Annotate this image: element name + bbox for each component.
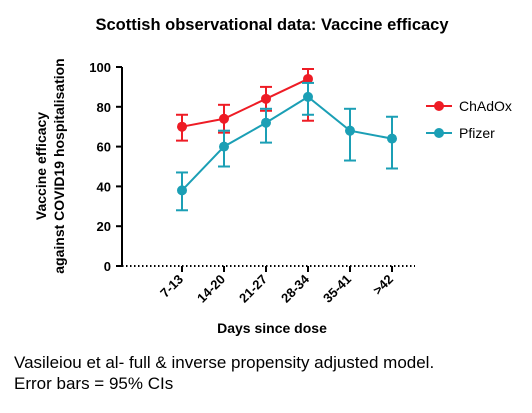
x-tick-label: 28-34 (278, 271, 313, 306)
y-tick-label: 100 (89, 60, 111, 75)
data-point (261, 117, 271, 128)
legend: ChAdOx Pfizer (426, 98, 512, 141)
x-tick-label: 35-41 (320, 272, 354, 306)
x-axis-label: Days since dose (217, 320, 327, 336)
data-point (219, 141, 229, 152)
y-tick-label: 0 (104, 259, 111, 274)
series-line (181, 78, 309, 128)
data-point (303, 73, 313, 84)
legend-label: Pfizer (459, 125, 495, 141)
data-point (177, 121, 187, 132)
y-axis-label: Vaccine efficacy against COVID19 hospital… (33, 58, 67, 274)
y-tick-label: 60 (97, 140, 111, 155)
series-chadox (176, 67, 314, 142)
y-tick-label: 80 (97, 100, 111, 115)
data-point (303, 91, 313, 102)
x-tick-label: >42 (370, 272, 396, 298)
legend-swatch-marker (434, 101, 444, 111)
y-tick-label: 20 (97, 219, 111, 234)
caption-line-2: Error bars = 95% CIs (14, 374, 174, 393)
series-pfizer (176, 81, 398, 212)
chart-title: Scottish observational data: Vaccine eff… (95, 16, 449, 34)
legend-item: ChAdOx (426, 98, 512, 114)
data-point (387, 133, 397, 144)
data-point (219, 113, 229, 124)
legend-swatch-marker (434, 128, 444, 138)
series-line (181, 95, 393, 192)
x-tick-label: 7-13 (157, 272, 186, 301)
y-axis-label-line: Vaccine efficacy (33, 112, 49, 220)
data-point (177, 185, 187, 196)
axes: 0 20 40 60 80 100 7-13 14-20 21-27 28-34 35-41 >42 (89, 60, 415, 306)
y-axis-label-line: against COVID19 hospitalisation (51, 58, 67, 274)
y-tick-label: 40 (97, 179, 111, 194)
caption-line-1: Vasileiou et al- full & inverse propensi… (14, 353, 435, 372)
legend-label: ChAdOx (459, 98, 512, 114)
legend-item: Pfizer (426, 125, 495, 141)
data-point (345, 125, 355, 136)
chart: Scottish observational data: Vaccine eff… (33, 16, 512, 336)
data-point (261, 93, 271, 104)
chart-marks (176, 67, 398, 212)
x-tick-label: 21-27 (236, 272, 270, 306)
caption: Vasileiou et al- full & inverse propensi… (14, 352, 434, 394)
x-tick-label: 14-20 (194, 272, 228, 306)
